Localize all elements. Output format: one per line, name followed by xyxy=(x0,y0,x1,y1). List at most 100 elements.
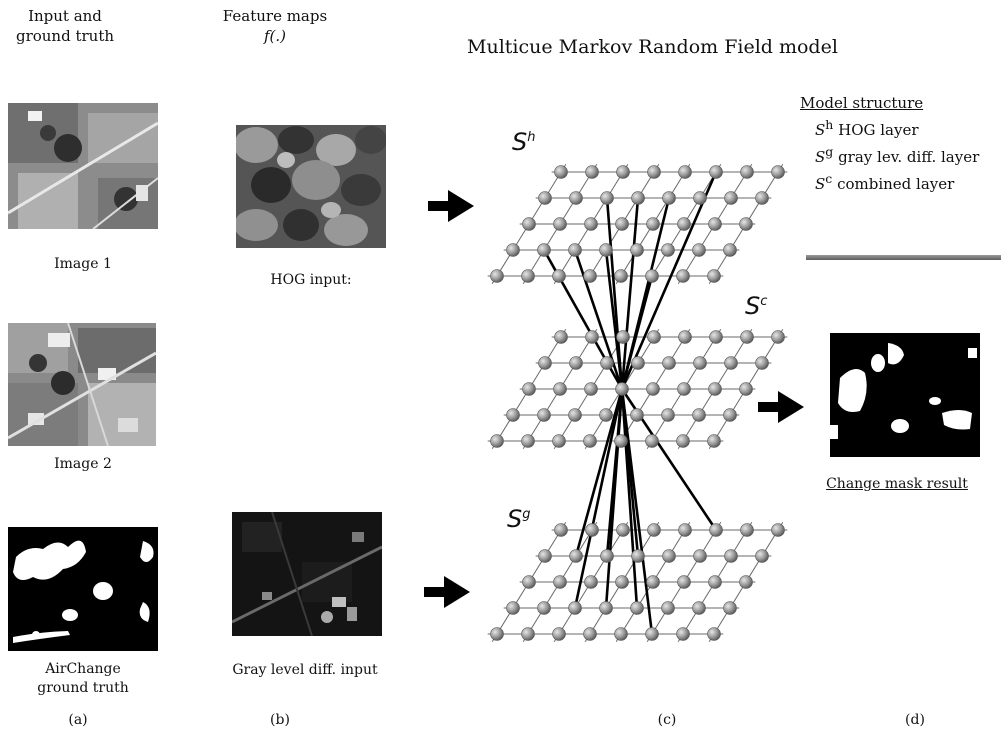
inter-layer-links xyxy=(542,171,718,635)
combined-node xyxy=(490,434,504,448)
layer-hog-sup: h xyxy=(527,130,536,145)
hog-node xyxy=(708,217,722,231)
combined-node xyxy=(771,330,785,344)
panel-label-c: (c) xyxy=(657,712,677,728)
gray-node xyxy=(677,575,691,589)
hog-node xyxy=(615,217,629,231)
hog-node xyxy=(739,217,753,231)
layer-grids xyxy=(487,163,788,643)
combined-node xyxy=(521,434,535,448)
hog-node xyxy=(677,217,691,231)
column-a-header-line2: ground truth xyxy=(15,27,115,45)
hog-to-combined-link xyxy=(573,249,624,390)
gray-node xyxy=(709,523,723,537)
gray-node xyxy=(585,523,599,537)
gray-node xyxy=(554,523,568,537)
gray-level-diff-texture xyxy=(232,512,382,636)
combined-node xyxy=(723,408,737,422)
gray-node xyxy=(583,627,597,641)
layer-gray-symbol: S xyxy=(507,505,523,533)
combined-node xyxy=(661,408,675,422)
gray-node xyxy=(568,601,582,615)
gray-node xyxy=(678,523,692,537)
hog-node xyxy=(614,269,628,283)
combined-node xyxy=(692,408,706,422)
layer-combined-symbol: S xyxy=(745,292,761,320)
hog-node xyxy=(537,243,551,257)
ground-truth-caption: AirChange ground truth xyxy=(8,660,158,698)
gray-node xyxy=(599,601,613,615)
column-a-header-line1: Input and xyxy=(28,7,102,25)
image-1-caption: Image 1 xyxy=(54,256,112,272)
layer-label-gray: Sg xyxy=(507,505,531,533)
gray-to-combined-link xyxy=(573,388,624,609)
combined-node xyxy=(630,408,644,422)
hog-node xyxy=(723,243,737,257)
gray-node xyxy=(584,575,598,589)
layer-label-hog: Sh xyxy=(512,128,535,156)
legend-row-gray: Sg gray lev. diff. layer xyxy=(800,141,979,168)
separator-bar xyxy=(806,255,1001,260)
legend-combined-sup: c xyxy=(825,171,833,186)
combined-node xyxy=(631,356,645,370)
image-2-aerial xyxy=(8,323,156,446)
ground-truth-caption-line2: ground truth xyxy=(37,680,129,696)
hog-node xyxy=(724,191,738,205)
panel-label-d: (d) xyxy=(905,712,925,728)
legend-hog-sup: h xyxy=(825,117,834,132)
hog-feature-map xyxy=(236,125,386,248)
combined-node xyxy=(693,356,707,370)
hog-node xyxy=(709,165,723,179)
combined-node xyxy=(554,330,568,344)
hog-node xyxy=(662,191,676,205)
combined-node xyxy=(647,330,661,344)
combined-node xyxy=(724,356,738,370)
gray-node xyxy=(661,601,675,615)
hog-to-combined-link xyxy=(604,249,624,390)
column-b-header-line2: f(.) xyxy=(263,27,287,45)
combined-node xyxy=(615,382,629,396)
gray-to-combined-link xyxy=(574,388,624,557)
hog-node xyxy=(585,165,599,179)
model-structure-heading: Model structure xyxy=(800,94,924,112)
gray-node xyxy=(553,575,567,589)
gray-to-combined-link xyxy=(605,388,624,557)
hog-node xyxy=(583,269,597,283)
hog-input-caption: HOG input: xyxy=(270,272,352,288)
hog-node xyxy=(553,217,567,231)
gray-node xyxy=(616,523,630,537)
combined-node xyxy=(584,382,598,396)
hog-node xyxy=(771,165,785,179)
layer-nodes xyxy=(490,165,785,641)
layer-hog-symbol: S xyxy=(512,128,528,156)
change-mask-blobs xyxy=(830,333,980,457)
hog-node xyxy=(522,217,536,231)
combined-node xyxy=(676,434,690,448)
result-arrow xyxy=(758,391,804,423)
hog-node xyxy=(692,243,706,257)
hog-node xyxy=(645,269,659,283)
gray-to-combined-link xyxy=(620,388,640,557)
combined-node xyxy=(600,356,614,370)
hog-to-combined-link xyxy=(620,171,718,390)
gray-node xyxy=(646,575,660,589)
hog-node xyxy=(584,217,598,231)
gray-node xyxy=(692,601,706,615)
gray-input-caption: Gray level diff. input xyxy=(232,662,378,678)
legend-combined-symbol: S xyxy=(815,175,826,193)
image-1-texture xyxy=(8,103,158,229)
combined-node xyxy=(662,356,676,370)
gray-node xyxy=(506,601,520,615)
layer-label-combined: Sc xyxy=(745,292,767,320)
combined-node xyxy=(538,356,552,370)
gray-node xyxy=(662,549,676,563)
panel-label-a: (a) xyxy=(68,712,88,728)
hog-node xyxy=(599,243,613,257)
hog-node xyxy=(631,191,645,205)
hog-node xyxy=(647,165,661,179)
model-structure-legend: Model structure Sh HOG layer Sg gray lev… xyxy=(800,93,979,195)
combined-node xyxy=(583,434,597,448)
image-1-aerial xyxy=(8,103,158,229)
hog-node xyxy=(630,243,644,257)
